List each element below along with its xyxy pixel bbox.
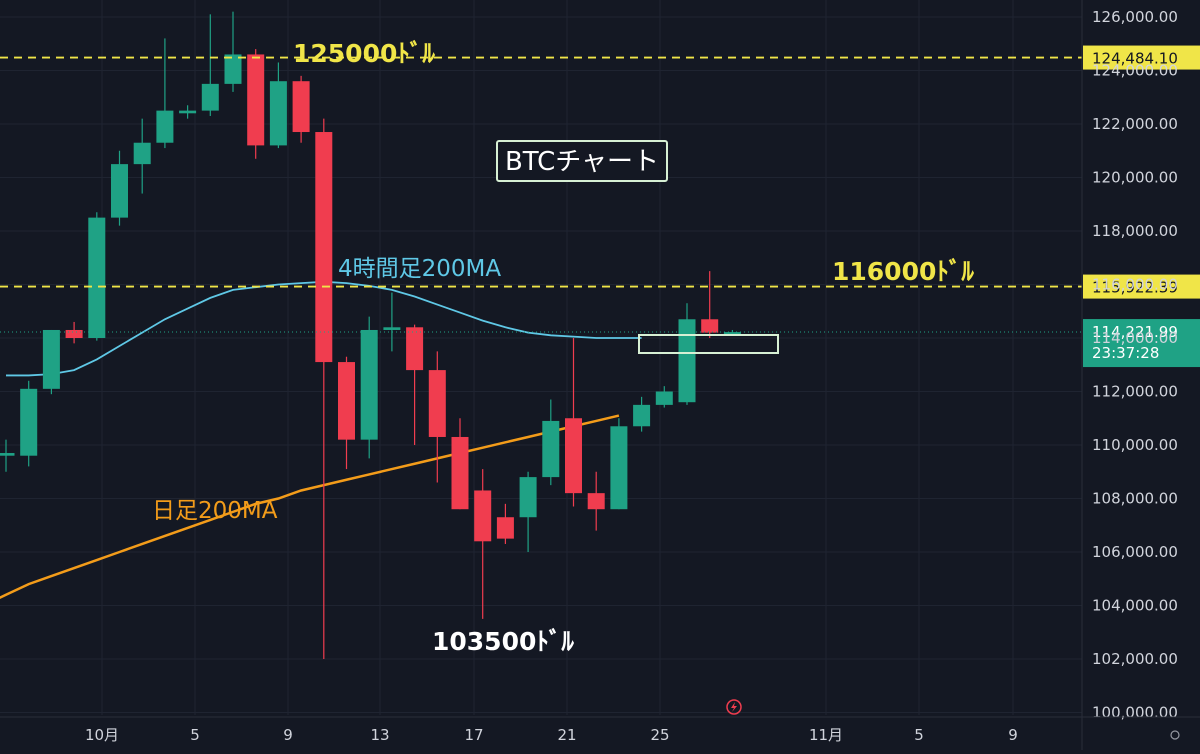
- candle-body: [360, 329, 378, 440]
- daily-200ma-line: [0, 414, 620, 600]
- chart-title: BTCチャート: [505, 147, 659, 177]
- candle-body: [633, 404, 651, 427]
- candle-body: [496, 517, 514, 539]
- x-tick-label: 11月: [809, 726, 843, 744]
- y-tick-label: 114,000.00: [1092, 329, 1178, 347]
- y-tick-label: 116,000.00: [1092, 276, 1178, 294]
- y-tick-label: 104,000.00: [1092, 597, 1178, 615]
- price-level-badge: [1083, 274, 1200, 299]
- candle-body: [315, 132, 333, 363]
- price-level-badge: [1083, 45, 1200, 70]
- x-tick-label: 25: [650, 726, 669, 744]
- x-tick-label: 5: [914, 726, 924, 744]
- candle-body: [338, 362, 355, 440]
- price-level-label: 124,484.10: [1092, 50, 1178, 68]
- overlays: 124,484.10 115,922.39 114,221.99 23:37:28: [0, 45, 1200, 368]
- y-tick-label: 126,000.00: [1092, 8, 1178, 26]
- label-daily-200ma: 日足200MA: [152, 498, 278, 524]
- current-price-badge: [1083, 319, 1200, 368]
- y-tick-label: 122,000.00: [1092, 115, 1178, 133]
- candle-body: [678, 319, 696, 403]
- x-tick-label: 10月: [85, 726, 119, 744]
- y-tick-label: 118,000.00: [1092, 222, 1178, 240]
- candle-body: [224, 54, 242, 84]
- grid: [0, 0, 1082, 715]
- x-tick-label: 9: [283, 726, 293, 744]
- candle-body: [269, 81, 287, 146]
- candle-body: [587, 493, 605, 510]
- chart-title-box: [496, 140, 668, 182]
- candle-body: [0, 453, 15, 456]
- candle-body: [655, 391, 673, 405]
- candle-body: [406, 327, 424, 371]
- annotation-116000: 116000ﾄﾞﾙ: [832, 257, 974, 286]
- candle-body: [383, 327, 401, 330]
- x-tick-label: 17: [464, 726, 483, 744]
- x-tick-label: 5: [190, 726, 200, 744]
- price-level-label: 115,922.39: [1092, 279, 1178, 297]
- y-tick-label: 106,000.00: [1092, 543, 1178, 561]
- x-tick-label: 9: [1008, 726, 1018, 744]
- candle-body: [701, 319, 719, 333]
- current-price-label: 114,221.99: [1092, 323, 1178, 341]
- y-tick-label: 108,000.00: [1092, 490, 1178, 508]
- settings-icon[interactable]: [1170, 730, 1180, 740]
- candle-body: [20, 388, 38, 456]
- candle-body: [519, 477, 537, 518]
- candle-body: [133, 142, 151, 165]
- candle-body: [88, 217, 106, 338]
- label-4h-200ma: 4時間足200MA: [338, 256, 501, 282]
- x-tick-label: 21: [557, 726, 576, 744]
- candle-body: [542, 420, 560, 478]
- y-tick-label: 110,000.00: [1092, 436, 1178, 454]
- y-tick-label: 120,000.00: [1092, 169, 1178, 187]
- candle-body: [111, 164, 128, 218]
- y-tick-label: 112,000.00: [1092, 383, 1178, 401]
- annotation-125000: 125000ﾄﾞﾙ: [293, 39, 435, 68]
- candle-body: [201, 83, 219, 111]
- y-tick-label: 102,000.00: [1092, 650, 1178, 668]
- candle-body: [474, 490, 492, 542]
- candle-body: [292, 81, 310, 133]
- candle-body: [723, 332, 741, 335]
- candle-body: [565, 418, 582, 494]
- candle-body: [451, 436, 469, 510]
- candle-body: [179, 110, 197, 114]
- countdown-timer: 23:37:28: [1092, 344, 1159, 362]
- y-tick-label: 124,000.00: [1092, 62, 1178, 80]
- lightning-icon[interactable]: [726, 699, 742, 715]
- candle-body: [42, 329, 60, 389]
- y-tick-label: 100,000.00: [1092, 704, 1178, 722]
- candles: [0, 11, 741, 659]
- annotation-103500: 103500ﾄﾞﾙ: [432, 627, 574, 656]
- candle-body: [65, 329, 83, 338]
- candle-body: [247, 54, 265, 146]
- candle-body: [156, 110, 174, 143]
- x-tick-label: 13: [370, 726, 389, 744]
- candle-body: [428, 370, 446, 437]
- candle-body: [610, 426, 628, 510]
- ma-convergence-highlight: [638, 334, 779, 354]
